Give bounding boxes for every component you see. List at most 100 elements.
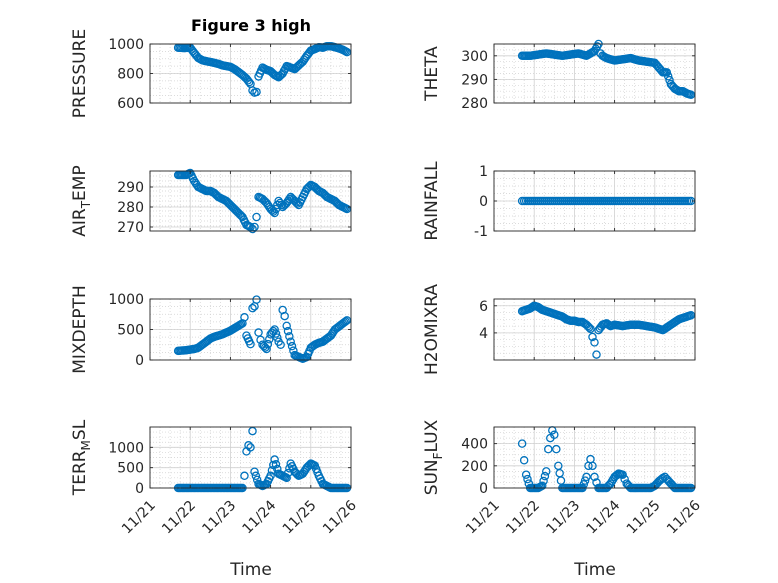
data-point [250, 467, 259, 476]
y-tick-label: 400 [461, 437, 488, 453]
data-point [244, 441, 253, 450]
y-tick-label: 1000 [108, 292, 144, 308]
y-tick-label: 0 [479, 481, 488, 497]
figure-title: Figure 3 high [191, 16, 311, 35]
y-tick-label: 1000 [108, 440, 144, 456]
data-point [283, 326, 293, 336]
data-point [286, 337, 295, 346]
series-theta [517, 39, 696, 99]
data-point [266, 471, 275, 481]
data-point [282, 473, 291, 483]
y-tick-label: 600 [117, 96, 144, 112]
data-point [287, 341, 297, 351]
x-axis-label-right: Time [573, 560, 616, 580]
data-point [282, 321, 291, 331]
y-axis-label: SUNFLUX [422, 419, 445, 495]
data-point [262, 344, 271, 354]
y-tick-label: 280 [117, 200, 144, 216]
data-point [663, 72, 673, 81]
y-tick-label: 6 [479, 299, 488, 315]
axes-box [493, 43, 696, 104]
y-tick-label: 4 [479, 326, 488, 342]
data-point [248, 224, 257, 234]
subplot-mixdepth: 0 500 1000 MIXDEPTH [70, 285, 352, 374]
data-point [517, 439, 527, 448]
data-point [270, 455, 279, 464]
data-point [240, 471, 249, 481]
data-point [582, 472, 591, 482]
x-axis-label-left: Time [229, 560, 272, 580]
subplot-theta: 280 290 300 THETA [422, 39, 696, 112]
series-air_temp [173, 168, 352, 234]
data-point [580, 476, 590, 485]
data-point [256, 335, 265, 345]
data-point [270, 325, 279, 334]
y-tick-label: 500 [117, 461, 144, 477]
data-point [588, 461, 597, 471]
data-point [259, 341, 269, 351]
data-point [590, 338, 599, 347]
data-point [271, 460, 281, 469]
data-point [586, 324, 595, 334]
data-point [269, 207, 278, 216]
y-axis-label: THETA [422, 46, 442, 102]
data-point [583, 321, 593, 331]
y-tick-label: 0 [135, 353, 144, 369]
data-point [252, 475, 262, 485]
data-point [537, 481, 547, 491]
y-tick-label: 300 [461, 49, 488, 65]
data-point [542, 467, 551, 476]
data-point [252, 212, 261, 222]
data-point [662, 68, 672, 77]
data-point [248, 86, 257, 95]
data-point [276, 340, 285, 349]
data-point [521, 470, 531, 479]
data-point [246, 339, 255, 349]
data-point [235, 210, 245, 219]
data-point [271, 329, 281, 338]
data-point [280, 311, 289, 321]
data-point [251, 471, 261, 481]
y-tick-label: 290 [117, 180, 144, 196]
data-point [240, 313, 249, 322]
y-tick-label: 800 [117, 67, 144, 83]
data-point [263, 339, 273, 349]
y-tick-label: 500 [117, 323, 144, 339]
y-axis-label: RAINFALL [422, 161, 442, 241]
y-tick-label: -1 [474, 224, 488, 240]
axes-box [149, 426, 352, 489]
series-h2omixra [517, 301, 696, 359]
y-tick-label: 1000 [108, 37, 144, 53]
data-point [592, 350, 601, 359]
data-point [540, 471, 550, 481]
data-point [539, 476, 548, 486]
data-point [552, 444, 561, 454]
data-point [244, 77, 254, 87]
data-point [269, 326, 278, 336]
subplot-h2omixra: 4 6 H2OMIXRA [422, 284, 696, 375]
series-pressure [173, 41, 352, 97]
data-point [252, 295, 261, 304]
subplot-rainfall: -1 0 1 RAINFALL [422, 161, 696, 241]
y-tick-label: 270 [117, 220, 144, 236]
y-axis-label: AIRTEMP [70, 165, 93, 236]
data-point [523, 474, 532, 484]
y-tick-label: 0 [135, 481, 144, 497]
subplot-air_temp: 270 280 290 AIRTEMP [70, 165, 352, 237]
y-axis-label: MIXDEPTH [70, 285, 90, 374]
y-tick-label: 1 [479, 164, 488, 180]
y-tick-label: 200 [461, 459, 488, 475]
series-rainfall [517, 196, 696, 206]
data-point [270, 208, 279, 218]
y-tick-label: 0 [479, 194, 488, 210]
data-point [519, 456, 529, 465]
axes-box [149, 170, 352, 232]
data-point [248, 303, 257, 313]
y-tick-label: 290 [461, 72, 488, 88]
data-point [289, 346, 298, 355]
data-point [618, 470, 627, 479]
data-point [267, 466, 277, 475]
data-point [285, 332, 294, 341]
y-axis-label: TERRMSL [70, 419, 93, 496]
